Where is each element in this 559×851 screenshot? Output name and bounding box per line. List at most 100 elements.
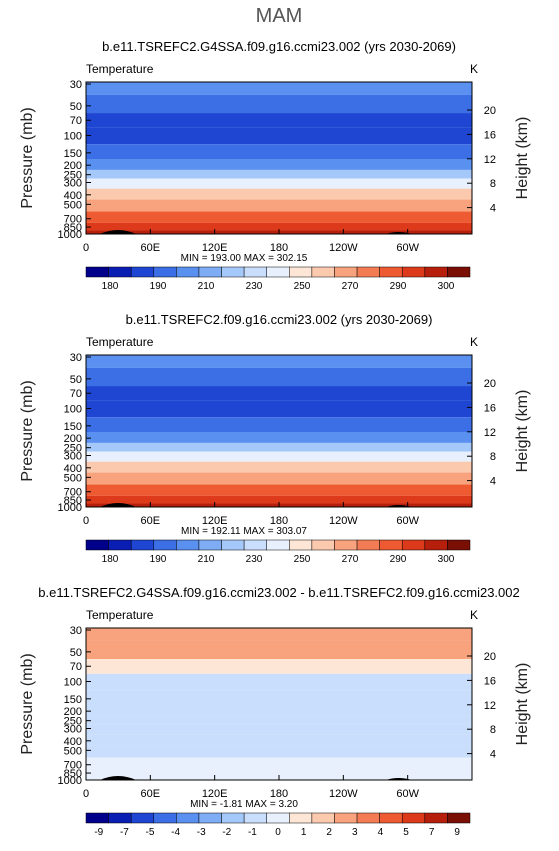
colorbar-box-0-16	[447, 266, 471, 278]
colorbar-label-0-2: 210	[198, 281, 215, 292]
contour-band-0-10	[86, 211, 472, 223]
contour-band-2-10	[86, 757, 472, 769]
y-tick-label-0-7: 300	[64, 177, 82, 189]
contour-band-1-7	[86, 451, 472, 462]
colorbar-label-2-0: -9	[94, 827, 103, 838]
colorbar-box-1-14	[401, 539, 426, 551]
y-tick-label-1-1: 50	[70, 374, 82, 386]
colorbar-box-1-4	[176, 539, 200, 551]
colorbar-box-1-0	[85, 539, 109, 551]
colorbar-box-0-10	[311, 266, 335, 278]
colorbar-box-2-10	[311, 812, 335, 824]
min-max-stats-0: MIN = 193.00 MAX = 302.15	[181, 253, 308, 264]
contour-band-1-8	[86, 461, 472, 473]
x-tick-label-1-0: 0	[83, 515, 89, 527]
x-tick-label-1-4: 120W	[329, 515, 358, 527]
colorbar-box-1-15	[424, 539, 448, 551]
x-tick-label-2-3: 180	[270, 788, 288, 800]
contour-band-0-8	[86, 188, 472, 200]
colorbar-label-2-2: -5	[146, 827, 155, 838]
right-tick-label-2-2: 12	[484, 700, 496, 712]
y-tick-label-1-8: 400	[64, 463, 82, 475]
colorbar-box-2-5	[198, 812, 222, 824]
y-tick-label-0-2: 70	[70, 115, 82, 127]
colorbar-box-2-3	[153, 812, 177, 824]
panel-title-0: b.e11.TSREFC2.G4SSA.f09.g16.ccmi23.002 (…	[102, 39, 456, 54]
units-label-0: K	[470, 62, 478, 76]
colorbar-box-0-6	[221, 266, 245, 278]
y-tick-label-0-6: 250	[64, 170, 82, 182]
colorbar-box-0-1	[108, 266, 132, 278]
min-max-stats-1: MIN = 192.11 MAX = 303.07	[181, 526, 307, 537]
contour-band-2-8	[86, 734, 472, 746]
y-tick-label-2-0: 30	[70, 625, 82, 637]
x-tick-label-0-1: 60E	[141, 242, 161, 254]
colorbar-label-1-2: 210	[198, 554, 215, 565]
colorbar-label-2-13: 7	[429, 827, 435, 838]
colorbar-label-2-5: -2	[222, 827, 231, 838]
right-tick-label-0-4: 4	[490, 203, 496, 215]
contour-band-1-9	[86, 472, 472, 485]
topography-0	[100, 230, 136, 234]
y-tick-label-2-4: 150	[64, 694, 82, 706]
colorbar-box-0-5	[198, 266, 222, 278]
colorbar-box-2-2	[130, 812, 155, 824]
y-tick-label-1-6: 250	[64, 443, 82, 455]
colorbar-box-0-13	[379, 266, 403, 278]
contour-band-0-0	[86, 82, 472, 95]
colorbar-box-2-9	[289, 812, 313, 824]
colorbar-box-2-14	[401, 812, 426, 824]
topography-1	[100, 503, 136, 507]
y-tick-label-0-10: 700	[64, 214, 82, 226]
right-tick-label-0-1: 16	[484, 129, 496, 141]
y-tick-label-1-4: 150	[64, 421, 82, 433]
colorbar-label-1-4: 250	[294, 554, 311, 565]
colorbar-label-2-3: -4	[171, 827, 180, 838]
right-tick-label-0-0: 20	[484, 105, 496, 117]
colorbar-box-0-2	[130, 266, 155, 278]
colorbar-label-2-10: 3	[352, 827, 358, 838]
contour-band-0-5	[86, 159, 472, 170]
colorbar-box-1-9	[289, 539, 313, 551]
x-tick-label-2-5: 60W	[396, 788, 419, 800]
colorbar-box-0-15	[424, 266, 448, 278]
contour-band-0-4	[86, 144, 472, 159]
colorbar-box-0-12	[356, 266, 380, 278]
contour-band-2-1	[86, 640, 472, 660]
colorbar-label-2-14: 9	[454, 827, 460, 838]
contour-band-1-3	[86, 400, 472, 418]
colorbar-box-2-1	[108, 812, 132, 824]
contour-band-2-0	[86, 628, 472, 641]
y-tick-label-0-1: 50	[70, 101, 82, 113]
colorbar-label-2-7: 0	[275, 827, 281, 838]
panel-title-2: b.e11.TSREFC2.G4SSA.f09.g16.ccmi23.002 -…	[38, 585, 520, 600]
right-tick-label-1-1: 16	[484, 402, 496, 414]
colorbar-box-2-4	[176, 812, 200, 824]
contour-band-1-5	[86, 432, 472, 443]
x-tick-label-2-2: 120E	[202, 788, 228, 800]
x-tick-label-2-0: 0	[83, 788, 89, 800]
field-label-1: Temperature	[86, 335, 154, 349]
contour-band-2-3	[86, 673, 472, 691]
y-axis-title-right-2: Height (km)	[514, 663, 531, 746]
y-tick-label-1-10: 700	[64, 487, 82, 499]
contour-band-2-7	[86, 724, 472, 735]
y-tick-label-2-8: 400	[64, 736, 82, 748]
x-tick-label-2-1: 60E	[141, 788, 161, 800]
x-tick-label-0-2: 120E	[202, 242, 228, 254]
colorbar-label-0-6: 290	[390, 281, 407, 292]
x-tick-label-0-4: 120W	[329, 242, 358, 254]
y-tick-label-0-5: 200	[64, 160, 82, 172]
contour-band-1-2	[86, 386, 472, 401]
y-tick-label-0-4: 150	[64, 148, 82, 160]
colorbar-box-1-12	[356, 539, 380, 551]
contour-band-2-11	[86, 768, 472, 777]
contour-band-1-11	[86, 495, 472, 504]
colorbar-label-2-1: -7	[120, 827, 129, 838]
x-tick-label-1-3: 180	[270, 515, 288, 527]
colorbar-label-0-4: 250	[294, 281, 311, 292]
y-axis-title-1: Pressure (mb)	[19, 380, 36, 481]
y-tick-label-2-12: 1000	[58, 775, 82, 787]
right-tick-label-2-0: 20	[484, 651, 496, 663]
min-max-stats-2: MIN = -1.81 MAX = 3.20	[190, 799, 298, 810]
